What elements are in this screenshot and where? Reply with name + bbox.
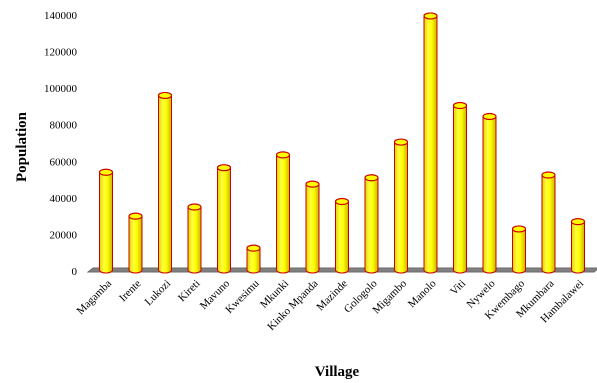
bar-body: [364, 177, 379, 274]
bar-body: [246, 247, 261, 274]
x-tick-label: Irente: [117, 278, 144, 305]
bar: [275, 151, 291, 274]
bar: [246, 244, 261, 274]
bar-top: [187, 203, 202, 211]
x-tick-label: Manolo: [406, 277, 439, 310]
bar-body: [276, 154, 290, 274]
bar: [128, 212, 143, 274]
bar-body: [335, 201, 349, 274]
bar-body: [394, 141, 408, 274]
bar: [157, 91, 173, 274]
x-axis-title: Village: [315, 364, 360, 380]
bar: [452, 101, 468, 274]
bar-body: [305, 183, 320, 274]
bar-top: [128, 212, 143, 220]
bar-body: [423, 15, 438, 274]
y-axis: 0 20000 40000 60000 80000 100000 120000 140000: [44, 10, 78, 278]
bar-body: [482, 115, 497, 274]
bar: [98, 168, 114, 274]
x-tick-label: Magamba: [75, 278, 115, 318]
bar-top: [305, 180, 320, 188]
y-tick-label: 120000: [44, 47, 78, 59]
bar-top: [98, 168, 114, 176]
bar-body: [99, 171, 113, 274]
bar: [541, 171, 556, 274]
x-tick-label: Kireti: [176, 278, 203, 305]
x-tick-label: Viti: [448, 278, 468, 298]
bar: [187, 203, 202, 274]
bar-top: [157, 91, 173, 100]
bar-top: [570, 218, 586, 226]
bar-body: [453, 105, 467, 274]
bar: [216, 164, 232, 274]
bar-top: [511, 225, 527, 233]
bar: [334, 197, 350, 274]
bar: [364, 174, 379, 274]
bar-top: [275, 151, 291, 159]
y-tick-label: 40000: [50, 193, 78, 205]
bar-top: [452, 101, 468, 110]
bar-body: [217, 167, 231, 274]
x-tick-label: Kwesimu: [223, 277, 262, 316]
bar: [482, 112, 497, 274]
bar-body: [187, 206, 202, 274]
bar-top: [216, 164, 232, 172]
bar: [511, 225, 527, 274]
bar-top: [246, 244, 261, 252]
bar-top: [334, 197, 350, 206]
bar-top: [482, 112, 497, 121]
bar-body: [541, 174, 556, 274]
bar-body: [158, 94, 172, 274]
bar-top: [393, 138, 409, 146]
y-tick-label: 0: [72, 266, 78, 278]
y-tick-label: 140000: [44, 10, 78, 22]
bar: [423, 12, 438, 274]
bar: [570, 218, 586, 274]
bar-top: [541, 171, 556, 179]
bar-body: [512, 228, 526, 274]
bar: [393, 138, 409, 274]
y-tick-label: 20000: [50, 229, 78, 241]
x-tick-label: Lukozi: [143, 278, 174, 309]
bars: [98, 12, 586, 274]
y-tick-label: 60000: [50, 156, 78, 168]
bar-top: [364, 174, 379, 182]
bar-top: [423, 12, 438, 20]
bar-body: [571, 221, 585, 274]
y-tick-label: 100000: [44, 83, 78, 95]
bar: [305, 180, 320, 274]
y-axis-title: Population: [14, 111, 30, 182]
y-tick-label: 80000: [50, 120, 78, 132]
bar-body: [128, 215, 143, 274]
